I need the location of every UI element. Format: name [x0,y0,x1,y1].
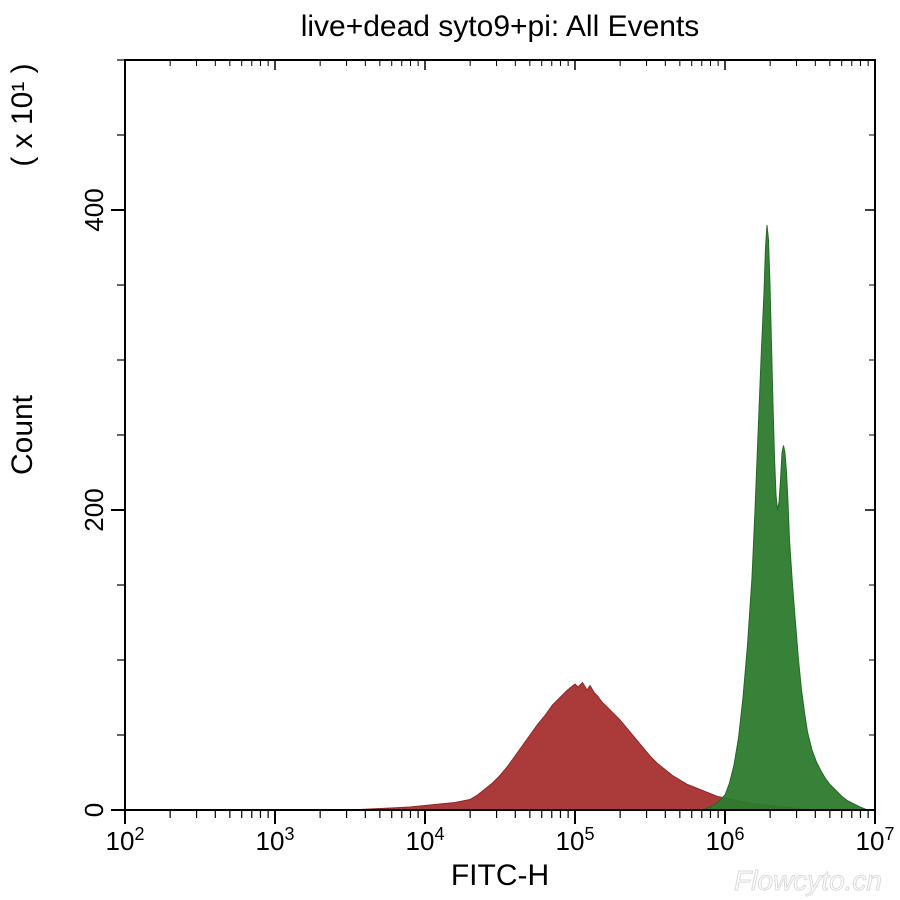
x-tick-label: 102 [106,824,145,856]
y-tick-label: 200 [79,488,109,531]
x-tick-label: 107 [856,824,895,856]
histogram-chart: live+dead syto9+pi: All Events Count ( x 1… [0,0,900,900]
chart-container: live+dead syto9+pi: All Events Count ( x 1… [0,0,900,900]
x-tick-label: 104 [406,824,445,856]
x-tick-label: 105 [556,824,595,856]
x-tick-label: 106 [706,824,745,856]
y-axis-label: Count [6,394,39,475]
y-axis-suffix: ( x 10¹ ) [6,63,39,166]
y-tick-label: 400 [79,188,109,231]
x-axis-label: FITC-H [451,859,549,892]
chart-title: live+dead syto9+pi: All Events [301,10,700,43]
y-tick-label: 0 [79,803,109,817]
watermark: Flowcyto.cn [734,865,882,896]
x-tick-label: 103 [256,824,295,856]
